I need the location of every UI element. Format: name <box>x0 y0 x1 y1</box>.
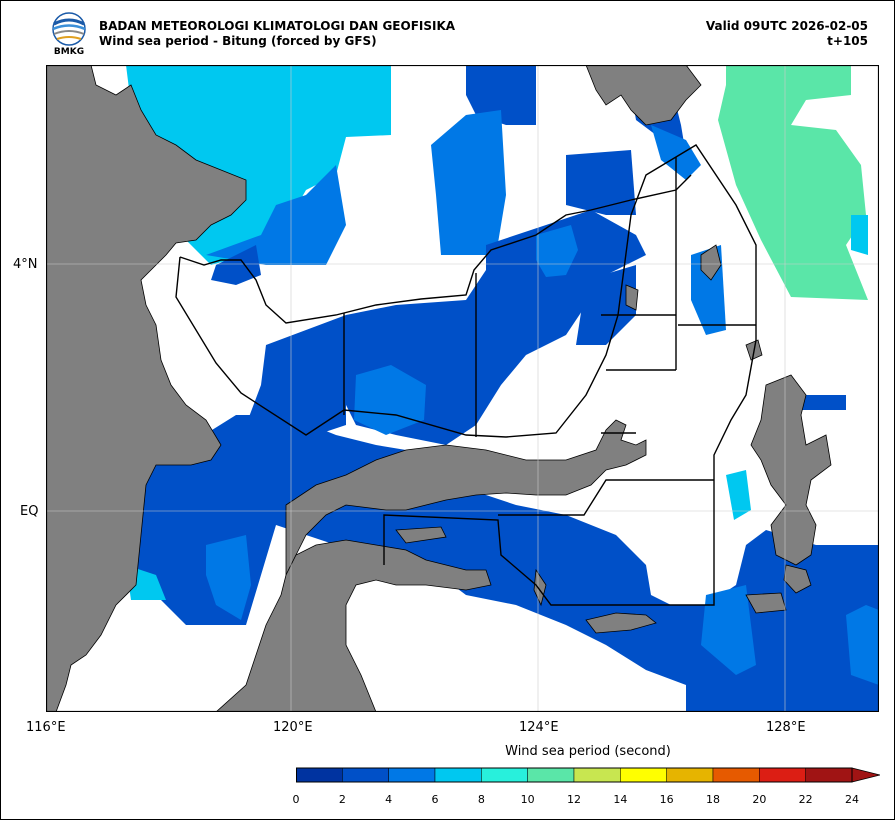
colorbar-tick-label: 4 <box>385 793 393 806</box>
colorbar-swatch <box>342 767 389 783</box>
land-sulawesi-south <box>215 539 492 712</box>
field-blue-east <box>566 150 636 215</box>
colorbar-swatch <box>434 767 482 783</box>
colorbar-swatch <box>573 767 621 783</box>
graticule <box>46 65 879 712</box>
field-blue-nc-1 <box>466 65 536 125</box>
map-panel <box>46 65 879 712</box>
colorbar-extend-arrow <box>851 767 880 783</box>
colorbar-tick-label: 8 <box>477 793 485 806</box>
region-boundaries <box>175 144 757 606</box>
colorbar-tick-label: 10 <box>520 793 535 806</box>
field-blue-north-1 <box>206 165 346 265</box>
field-cyan-ne <box>851 215 868 255</box>
header-left: BADAN METEOROLOGI KLIMATOLOGI DAN GEOFIS… <box>99 19 455 49</box>
colorbar-swatch <box>666 767 714 783</box>
colorbar-tick-label: 14 <box>613 793 628 806</box>
colorbar-tick-label: 16 <box>659 793 674 806</box>
land-togian <box>395 526 447 544</box>
field-blue-ne-2 <box>651 125 701 180</box>
land-mindanao <box>585 65 702 126</box>
region-outer <box>175 144 757 606</box>
region-west-north <box>179 174 692 324</box>
colorbar-tick-label: 6 <box>431 793 439 806</box>
org-title: BADAN METEOROLOGI KLIMATOLOGI DAN GEOFIS… <box>99 19 456 33</box>
field-blue-north-2 <box>211 245 261 285</box>
land-borneo <box>46 65 247 712</box>
colorbar-swatch <box>296 767 343 783</box>
bmkg-logo: BMKG <box>52 12 86 56</box>
land-obi <box>745 592 787 614</box>
colorbar-swatch <box>805 767 853 783</box>
colorbar-tick-label: 22 <box>798 793 813 806</box>
land-sula <box>585 612 657 634</box>
y-tick-4n: 4°N <box>13 257 38 272</box>
field-green-ne <box>718 65 868 300</box>
colorbar-swatch <box>759 767 806 783</box>
logo-text: BMKG <box>54 47 84 56</box>
colorbar-tick-label: 0 <box>292 793 300 806</box>
field-cyan-se <box>726 470 751 520</box>
land-sulawesi-north-arm <box>285 419 647 576</box>
lead-time: t+105 <box>827 34 868 48</box>
land-sangihe-1 <box>700 244 722 281</box>
land-bacan <box>783 564 812 594</box>
land-masses <box>46 65 832 712</box>
colorbar-tick-label: 24 <box>845 793 859 806</box>
field-blue-east-2 <box>576 265 636 345</box>
valid-time: Valid 09UTC 2026-02-05 <box>705 19 868 33</box>
field-light-se <box>846 605 879 685</box>
colorbar-swatch <box>481 767 528 783</box>
colorbar-tick-label: 2 <box>338 793 346 806</box>
y-tick-eq: EQ <box>20 504 39 519</box>
x-tick-116: 116°E <box>26 720 66 735</box>
land-halmahera <box>750 374 832 566</box>
colorbar-swatch <box>388 767 436 783</box>
field-light-se-2 <box>701 585 756 675</box>
colorbar-swatch <box>620 767 667 783</box>
header-right: Valid 09UTC 2026-02-05 t+105 <box>706 19 868 49</box>
field-light-central-2 <box>354 365 426 435</box>
colorbar <box>296 767 880 783</box>
colorbar-swatch <box>527 767 575 783</box>
colorbar-title: Wind sea period (second) <box>505 744 671 759</box>
field-blue-nc-2 <box>431 110 506 255</box>
x-tick-128: 128°E <box>766 720 806 735</box>
colorbar-tick-label: 12 <box>567 793 581 806</box>
colorbar-tick-label: 20 <box>752 793 767 806</box>
colorbar-tick-label: 18 <box>706 793 720 806</box>
land-small-1 <box>625 284 639 311</box>
field-light-south-1 <box>206 535 251 620</box>
map-border <box>46 65 879 712</box>
map-subtitle: Wind sea period - Bitung (forced by GFS) <box>99 34 377 48</box>
colorbar-swatch <box>712 767 760 783</box>
x-tick-120: 120°E <box>273 720 313 735</box>
x-tick-124: 124°E <box>519 720 559 735</box>
